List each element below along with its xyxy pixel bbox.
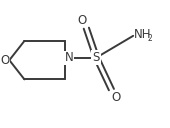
Text: O: O	[1, 54, 10, 67]
Text: NH: NH	[134, 28, 151, 41]
Text: 2: 2	[147, 34, 152, 43]
Text: N: N	[64, 51, 73, 64]
Text: O: O	[112, 91, 121, 104]
Text: S: S	[93, 51, 100, 64]
Text: O: O	[78, 14, 87, 27]
